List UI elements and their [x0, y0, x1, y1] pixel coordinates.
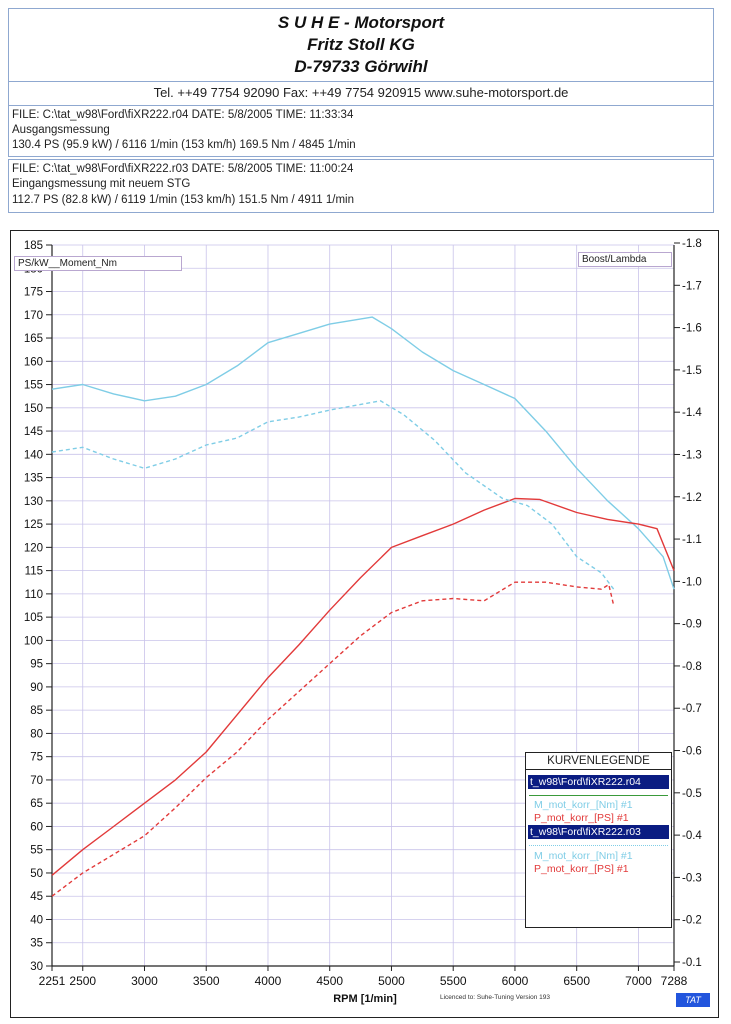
company-address: D-79733 Görwihl — [294, 57, 428, 76]
y-tick-label: 140 — [24, 449, 43, 461]
legend-r03-torque: M_mot_korr_[Nm] #1 — [534, 850, 633, 862]
y-tick-label: 60 — [30, 821, 43, 833]
tat-logo: TAT — [676, 993, 710, 1007]
y-tick-label: 90 — [30, 682, 43, 694]
y-tick-label: 95 — [30, 659, 43, 671]
y-tick-label: 55 — [30, 845, 43, 857]
y-tick-label: 100 — [24, 635, 43, 647]
y-tick-label: 130 — [24, 496, 43, 508]
right-tick-label: -1.7 — [682, 280, 702, 292]
y-tick-label: 155 — [24, 380, 43, 392]
legend-file-1: t_w98\Ford\fiXR222.r04 — [528, 775, 669, 789]
x-axis-label: RPM [1/min] — [333, 993, 397, 1005]
y-tick-label: 145 — [24, 426, 43, 438]
file1-desc: Ausgangsmessung — [12, 124, 110, 136]
right-tick-label: -1.2 — [682, 492, 702, 504]
file2-result: 112.7 PS (82.8 kW) / 6119 1/min (153 km/… — [12, 194, 354, 206]
right-tick-label: -1.0 — [682, 576, 702, 588]
series-line-r04-torque — [51, 316, 675, 590]
right-tick-label: -1.4 — [682, 407, 702, 419]
y-tick-label: 45 — [30, 891, 43, 903]
x-tick-label: 5500 — [440, 974, 467, 988]
legend-title: KURVENLEGENDE — [526, 753, 671, 770]
y-tick-label: 85 — [30, 705, 43, 717]
y-tick-label: 70 — [30, 775, 43, 787]
x-tick-label: 7288 — [661, 974, 688, 988]
x-tick-label: 6000 — [502, 974, 529, 988]
header-box: S U H E - Motorsport Fritz Stoll KG D-79… — [8, 8, 714, 106]
legend-solid-line — [529, 795, 668, 796]
company-owner: Fritz Stoll KG — [307, 35, 415, 54]
file1-path: FILE: C:\tat_w98\Ford\fiXR222.r04 DATE: … — [12, 109, 354, 121]
right-tick-label: -1.5 — [682, 365, 702, 377]
right-tick-label: -0.2 — [682, 915, 702, 927]
right-tick-label: -0.9 — [682, 619, 702, 631]
right-tick-label: -1.8 — [682, 238, 702, 250]
legend-r04-torque: M_mot_korr_[Nm] #1 — [534, 799, 633, 811]
y-tick-label: 40 — [30, 914, 43, 926]
x-tick-label: 2500 — [69, 974, 96, 988]
y-tick-label: 50 — [30, 868, 43, 880]
y-tick-label: 35 — [30, 938, 43, 950]
legend-dotted-line — [529, 845, 668, 846]
y-tick-label: 120 — [24, 542, 43, 554]
right-axis-label: Boost/Lambda — [578, 252, 672, 267]
license-credit: Licenced to: Suhe-Tuning Version 193 — [440, 994, 550, 1001]
right-tick-label: -0.5 — [682, 788, 702, 800]
series-line-r03-torque — [51, 400, 615, 590]
y-tick-label: 80 — [30, 728, 43, 740]
right-tick-label: -1.1 — [682, 534, 702, 546]
left-axis-label: PS/kW__Moment_Nm — [14, 256, 182, 271]
file1-result: 130.4 PS (95.9 kW) / 6116 1/min (153 km/… — [12, 139, 356, 151]
y-tick-label: 170 — [24, 310, 43, 322]
right-tick-label: -1.3 — [682, 449, 702, 461]
right-tick-label: -0.3 — [682, 872, 702, 884]
header-divider — [9, 81, 713, 82]
file2-path: FILE: C:\tat_w98\Ford\fiXR222.r03 DATE: … — [12, 163, 354, 175]
legend-file-2: t_w98\Ford\fiXR222.r03 — [528, 825, 669, 839]
y-tick-label: 30 — [30, 961, 43, 973]
x-tick-label: 3000 — [131, 974, 158, 988]
y-tick-label: 115 — [25, 566, 43, 578]
y-tick-label: 65 — [30, 798, 43, 810]
right-tick-label: -1.6 — [682, 323, 702, 335]
right-tick-label: -0.8 — [682, 661, 702, 673]
y-tick-label: 105 — [24, 612, 43, 624]
y-tick-label: 185 — [24, 240, 43, 252]
y-tick-label: 175 — [24, 287, 43, 299]
right-tick-label: -0.1 — [682, 957, 702, 969]
x-tick-label: 4000 — [255, 974, 282, 988]
x-tick-label: 2251 — [39, 974, 66, 988]
x-tick-label: 7000 — [625, 974, 652, 988]
right-tick-label: -0.4 — [682, 830, 702, 842]
x-tick-label: 5000 — [378, 974, 405, 988]
x-tick-label: 6500 — [563, 974, 590, 988]
series-line-r03-power — [51, 581, 615, 897]
y-tick-label: 135 — [24, 473, 43, 485]
y-tick-label: 75 — [30, 752, 43, 764]
y-tick-label: 110 — [25, 589, 43, 601]
y-tick-label: 150 — [24, 403, 43, 415]
y-tick-label: 160 — [24, 356, 43, 368]
contact-line: Tel. ++49 7754 92090 Fax: ++49 7754 9209… — [153, 85, 569, 100]
x-tick-label: 3500 — [193, 974, 220, 988]
curve-legend: KURVENLEGENDE t_w98\Ford\fiXR222.r04 M_m… — [525, 752, 672, 928]
legend-r04-power: P_mot_korr_[PS] #1 — [534, 812, 629, 824]
file-info-1: FILE: C:\tat_w98\Ford\fiXR222.r04 DATE: … — [8, 105, 714, 157]
y-tick-label: 165 — [24, 333, 43, 345]
file2-desc: Eingangsmessung mit neuem STG — [12, 178, 191, 190]
file-info-2: FILE: C:\tat_w98\Ford\fiXR222.r03 DATE: … — [8, 159, 714, 213]
y-tick-label: 125 — [24, 519, 43, 531]
legend-r03-power: P_mot_korr_[PS] #1 — [534, 863, 629, 875]
x-tick-label: 4500 — [316, 974, 343, 988]
company-name: S U H E - Motorsport — [277, 13, 445, 32]
right-tick-label: -0.7 — [682, 703, 702, 715]
right-tick-label: -0.6 — [682, 746, 702, 758]
series-line-r04-power — [51, 497, 675, 876]
